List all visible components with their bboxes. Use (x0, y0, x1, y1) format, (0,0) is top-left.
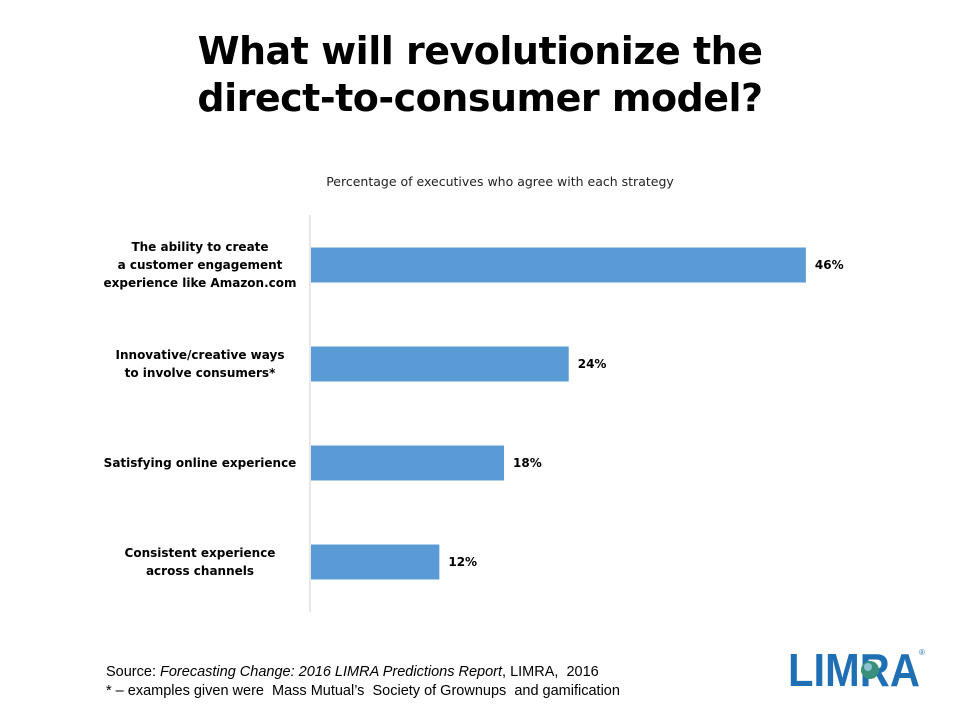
bar-4 (311, 544, 440, 580)
category-label-3: Satisfying online experience (104, 456, 297, 470)
category-label-line: across channels (146, 564, 254, 578)
bar-3 (311, 445, 505, 481)
globe-highlight (864, 663, 872, 671)
category-label-4: Consistent experience across channels (125, 546, 276, 578)
category-label-line: Consistent experience (125, 546, 276, 560)
chart-subtitle: Percentage of executives who agree with … (326, 174, 674, 189)
value-label-2: 24% (578, 357, 607, 371)
category-label-1: The ability to create a customer engageme… (103, 240, 296, 290)
chart-title: What will revolutionize the direct-to-co… (0, 28, 960, 122)
logo-text: LIMRA (788, 646, 920, 690)
limra-logo: LIMRA ® (788, 646, 925, 690)
chart-title-line-1: What will revolutionize the (197, 29, 763, 73)
category-label-line: Satisfying online experience (104, 456, 297, 470)
source-note: Source: Forecasting Change: 2016 LIMRA P… (106, 663, 620, 701)
value-label-4: 12% (448, 555, 477, 569)
source-line: Source: Forecasting Change: 2016 LIMRA P… (106, 663, 620, 682)
bars-group: 46% The ability to create a customer engag… (103, 240, 844, 580)
value-label-3: 18% (513, 456, 542, 470)
source-suffix: , LIMRA, 2016 (502, 664, 599, 680)
value-label-1: 46% (815, 258, 844, 272)
category-label-line: Innovative/creative ways (116, 348, 285, 362)
bar-2 (311, 346, 569, 382)
source-prefix: Source: (106, 664, 160, 680)
bar-1 (311, 247, 806, 283)
category-label-line: to involve consumers* (125, 366, 276, 380)
chart-title-line-2: direct-to-consumer model? (197, 76, 763, 120)
category-label-2: Innovative/creative ways to involve consu… (116, 348, 285, 380)
category-label-line: The ability to create (131, 240, 268, 254)
category-label-line: a customer engagement (118, 258, 283, 272)
registered-mark: ® (919, 648, 925, 657)
footnote: * – examples given were Mass Mutual’s So… (106, 683, 620, 699)
category-label-line: experience like Amazon.com (103, 276, 296, 290)
source-title: Forecasting Change: 2016 LIMRA Predictio… (160, 664, 503, 680)
